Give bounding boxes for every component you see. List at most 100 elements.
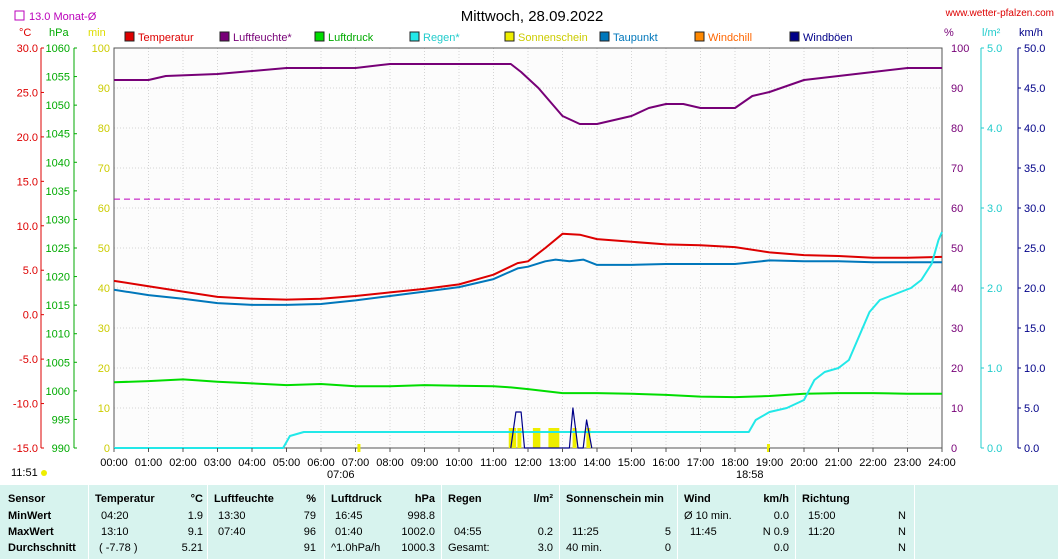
stats-rain-max-val: 0.2 bbox=[537, 526, 553, 538]
humidity-axis-tick-label: 40 bbox=[951, 283, 963, 295]
unit-lm2: l/m² bbox=[982, 27, 1001, 39]
stats-humidity-column: Luftfeuchte % 13:30 79 07:40 96 91 bbox=[208, 485, 324, 559]
rain-axis-tick-label: 2.0 bbox=[987, 283, 1002, 295]
pressure-axis-tick-label: 1025 bbox=[46, 243, 70, 255]
stats-max-label: MaxWert bbox=[8, 526, 54, 538]
stats-hum-unit: % bbox=[306, 493, 316, 505]
temperature-axis-tick-label: 10.0 bbox=[17, 221, 38, 233]
sunshine-bar bbox=[548, 428, 553, 448]
x-axis-tick-label: 13:00 bbox=[549, 457, 577, 469]
chart-title: Mittwoch, 28.09.2022 bbox=[461, 8, 604, 25]
stats-temp-max-time: 13:10 bbox=[101, 526, 129, 538]
pressure-axis-tick-label: 990 bbox=[52, 443, 70, 455]
legend-label: Regen* bbox=[423, 32, 460, 44]
temperature-axis-tick-label: 30.0 bbox=[17, 43, 38, 55]
stats-hum-min-time: 13:30 bbox=[218, 510, 246, 522]
pressure-axis-tick-label: 1030 bbox=[46, 214, 70, 226]
stats-rain-total-val: 3.0 bbox=[537, 542, 553, 554]
sunshine-axis-tick-label: 60 bbox=[98, 203, 110, 215]
x-axis-tick-label: 17:00 bbox=[687, 457, 715, 469]
sunshine-bar bbox=[572, 428, 577, 448]
stats-temp-header: Temperatur bbox=[95, 493, 155, 505]
stats-pressure-column: Luftdruck hPa 16:45 998.8 01:40 1002.0 ^… bbox=[325, 485, 441, 559]
wind-axis-tick-label: 0.0 bbox=[1024, 443, 1039, 455]
x-axis-tick-label: 10:00 bbox=[445, 457, 473, 469]
legend-label: Temperatur bbox=[138, 32, 194, 44]
stats-dir-max-time: 11:20 bbox=[808, 526, 835, 538]
stats-wind-unit: km/h bbox=[763, 493, 789, 505]
x-axis-tick-label: 20:00 bbox=[790, 457, 818, 469]
legend-label: Luftfeuchte* bbox=[233, 32, 292, 44]
stats-rain-total-label: Gesamt: bbox=[448, 542, 490, 554]
sunshine-axis-tick-label: 10 bbox=[98, 403, 110, 415]
stats-sensor-column: Sensor MinWert MaxWert Durchschnitt bbox=[0, 485, 88, 559]
pressure-axis-tick-label: 1050 bbox=[46, 100, 70, 112]
sunshine-bar bbox=[512, 428, 517, 448]
x-axis-tick-label: 06:00 bbox=[307, 457, 335, 469]
sunshine-bar bbox=[555, 428, 560, 448]
stats-press-min-time: 16:45 bbox=[335, 510, 363, 522]
monthly-avg-label: 13.0 Monat-Ø bbox=[29, 11, 97, 23]
site-link[interactable]: www.wetter-pfalzen.com bbox=[945, 8, 1054, 19]
stats-press-unit: hPa bbox=[414, 493, 435, 505]
x-axis-tick-label: 00:00 bbox=[100, 457, 128, 469]
x-axis-tick-label: 05:00 bbox=[273, 457, 301, 469]
series-layer bbox=[113, 63, 943, 452]
x-axis-tick-label: 11:00 bbox=[480, 457, 507, 469]
stats-temp-min-val: 1.9 bbox=[187, 510, 203, 522]
time-left-label: 11:51 bbox=[11, 467, 38, 479]
series-regen bbox=[114, 231, 943, 449]
legend-label: Windböen bbox=[803, 32, 853, 44]
divider bbox=[914, 485, 915, 559]
stats-sun-header: Sonnenschein min bbox=[566, 493, 664, 505]
stats-min-label: MinWert bbox=[8, 510, 52, 522]
pressure-axis-tick-label: 1055 bbox=[46, 72, 70, 84]
legend-swatch bbox=[219, 31, 230, 42]
divider bbox=[677, 485, 678, 559]
sunshine-axis-tick-label: 70 bbox=[98, 163, 110, 175]
wind-axis-tick-label: 10.0 bbox=[1024, 363, 1045, 375]
sunshine-axis-tick-label: 20 bbox=[98, 363, 110, 375]
stats-wind-min-val: 0.0 bbox=[773, 510, 789, 522]
x-axis-tick-label: 14:00 bbox=[583, 457, 611, 469]
series-temperatur bbox=[113, 232, 943, 301]
rain-axis-tick-label: 5.0 bbox=[987, 43, 1002, 55]
x-axis-tick-label: 16:00 bbox=[652, 457, 680, 469]
sunshine-axis-tick-label: 50 bbox=[98, 243, 110, 255]
stats-temp-max-val: 9.1 bbox=[187, 526, 203, 538]
x-axis-tick-label: 12:00 bbox=[514, 457, 542, 469]
weather-chart: 30.0 25.0 20.0 15.0 10.0 5.0 0.0 -5.0 -10.0 -15.0… bbox=[11, 8, 1054, 481]
humidity-axis-tick-label: 0 bbox=[951, 443, 957, 455]
divider bbox=[441, 485, 442, 559]
wind-axis-tick-label: 45.0 bbox=[1024, 83, 1045, 95]
stats-wind-max-val: N 0.9 bbox=[762, 526, 789, 538]
sunset-label: 18:58 bbox=[736, 469, 764, 481]
stats-dir-avg-val: N bbox=[898, 542, 906, 554]
humidity-axis-tick-label: 20 bbox=[951, 363, 963, 375]
sun-marker bbox=[357, 444, 361, 452]
stats-wind-max-time: 11:45 bbox=[690, 526, 717, 538]
rain-axis-tick-label: 0.0 bbox=[987, 443, 1002, 455]
stats-sun-total-val: 0 bbox=[664, 542, 671, 554]
unit-min: min bbox=[88, 27, 106, 39]
sunshine-axis-tick-label: 40 bbox=[98, 283, 110, 295]
stats-dir-max-val: N bbox=[898, 526, 906, 538]
stats-wind-column: Wind km/h Ø 10 min. 0.0 11:45 N 0.9 0.0 bbox=[678, 485, 795, 559]
stats-dir-min-val: N bbox=[898, 510, 906, 522]
legend-swatch bbox=[504, 31, 515, 42]
rain-axis-tick-label: 4.0 bbox=[987, 123, 1002, 135]
stats-dir-min-time: 15:00 bbox=[808, 510, 836, 522]
legend-swatch bbox=[124, 31, 135, 42]
divider bbox=[88, 485, 89, 559]
stats-press-avg-val: 1000.3 bbox=[401, 542, 435, 554]
divider bbox=[324, 485, 325, 559]
temperature-axis-tick-label: 5.0 bbox=[23, 265, 38, 277]
stats-sensor-header: Sensor bbox=[8, 493, 46, 505]
sun-marker bbox=[766, 444, 770, 452]
stats-hum-header: Luftfeuchte bbox=[214, 493, 274, 505]
x-axis-tick-label: 04:00 bbox=[238, 457, 266, 469]
stats-hum-max-time: 07:40 bbox=[218, 526, 246, 538]
stats-sun-total-label: 40 min. bbox=[566, 542, 603, 554]
humidity-axis-tick-label: 60 bbox=[951, 203, 963, 215]
humidity-axis-tick-label: 80 bbox=[951, 123, 963, 135]
